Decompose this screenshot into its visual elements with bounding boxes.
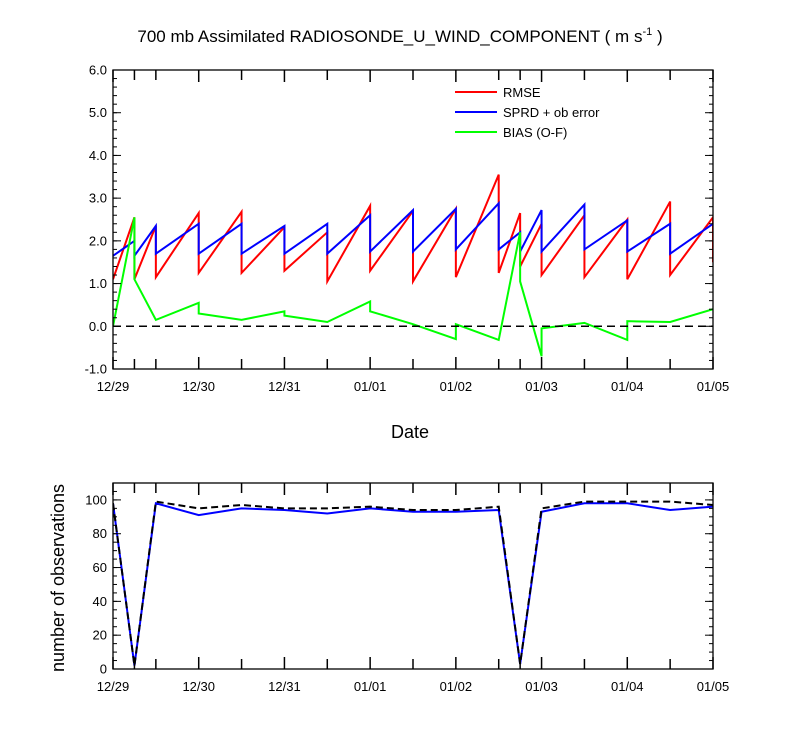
x-tick-label: 01/02: [440, 379, 473, 394]
x-tick-label: 12/31: [268, 379, 301, 394]
series-bias-o-f: [113, 217, 713, 357]
top-series-lines: [113, 174, 713, 357]
bottom-y-tick-labels: 0 20 40 60 80 100: [85, 492, 107, 676]
y-tick-label: 3.0: [89, 191, 107, 206]
bottom-plot-frame: [112, 482, 714, 670]
x-axis-title: Date: [391, 422, 429, 442]
x-tick-label: 01/01: [354, 379, 387, 394]
x-tick-label: 12/30: [182, 679, 215, 694]
top-panel: RMSE SPRD + ob error BIAS (O-F) -1.0 0.0 1.0…: [85, 63, 730, 395]
x-tick-label: 12/29: [97, 679, 130, 694]
top-axis-ticks: [112, 69, 714, 370]
x-tick-label: 01/04: [611, 679, 644, 694]
y-tick-label: 60: [93, 560, 107, 575]
y-tick-label: 100: [85, 492, 107, 507]
series-assimilated-observations: [113, 502, 713, 666]
y-tick-label: 2.0: [89, 233, 107, 248]
legend: RMSE SPRD + ob error BIAS (O-F): [455, 85, 600, 140]
bottom-panel: 0 20 40 60 80 100 12/29 12/30 12/31 01/01 01/02 01…: [85, 482, 730, 694]
x-tick-label: 01/03: [525, 679, 558, 694]
y-tick-label: 80: [93, 526, 107, 541]
chart-title-units-sup: -1: [642, 26, 652, 38]
chart-title-main: 700 mb Assimilated RADIOSONDE_U_WIND_COM…: [137, 27, 642, 46]
top-y-tick-labels: -1.0 0.0 1.0 2.0 3.0 4.0 5.0 6.0: [85, 63, 107, 377]
x-tick-label: 12/31: [268, 679, 301, 694]
y-tick-label: 6.0: [89, 63, 107, 78]
bottom-x-tick-labels: 12/29 12/30 12/31 01/01 01/02 01/03 01/04 01/05: [97, 679, 730, 694]
series-sprd-ob-error: [113, 200, 713, 259]
bottom-series-lines: [113, 500, 713, 666]
x-tick-label: 01/03: [525, 379, 558, 394]
x-tick-label: 01/05: [697, 679, 730, 694]
legend-label-sprd-ob-error: SPRD + ob error: [503, 105, 600, 120]
y-tick-label: 1.0: [89, 276, 107, 291]
y-tick-label: 40: [93, 594, 107, 609]
y-tick-label: 0: [100, 662, 107, 677]
y-tick-label: 4.0: [89, 148, 107, 163]
chart-title-close: ): [652, 27, 662, 46]
x-tick-label: 01/04: [611, 379, 644, 394]
chart-title: 700 mb Assimilated RADIOSONDE_U_WIND_COM…: [137, 26, 662, 46]
x-tick-label: 01/01: [354, 679, 387, 694]
legend-label-bias-o-f: BIAS (O-F): [503, 125, 567, 140]
legend-label-rmse: RMSE: [503, 85, 541, 100]
top-x-tick-labels: 12/29 12/30 12/31 01/01 01/02 01/03 01/04 01/05: [97, 379, 730, 394]
y-tick-label: -1.0: [85, 362, 107, 377]
y-axis-title-observations: number of observations: [48, 484, 68, 672]
y-tick-label: 20: [93, 628, 107, 643]
x-tick-label: 01/05: [697, 379, 730, 394]
y-tick-label: 0.0: [89, 319, 107, 334]
series-possible-observations: [113, 500, 713, 666]
x-tick-label: 01/02: [440, 679, 473, 694]
bottom-axis-ticks: [112, 482, 714, 670]
x-tick-label: 12/30: [182, 379, 215, 394]
top-plot-frame: [112, 69, 714, 370]
x-tick-label: 12/29: [97, 379, 130, 394]
y-tick-label: 5.0: [89, 105, 107, 120]
